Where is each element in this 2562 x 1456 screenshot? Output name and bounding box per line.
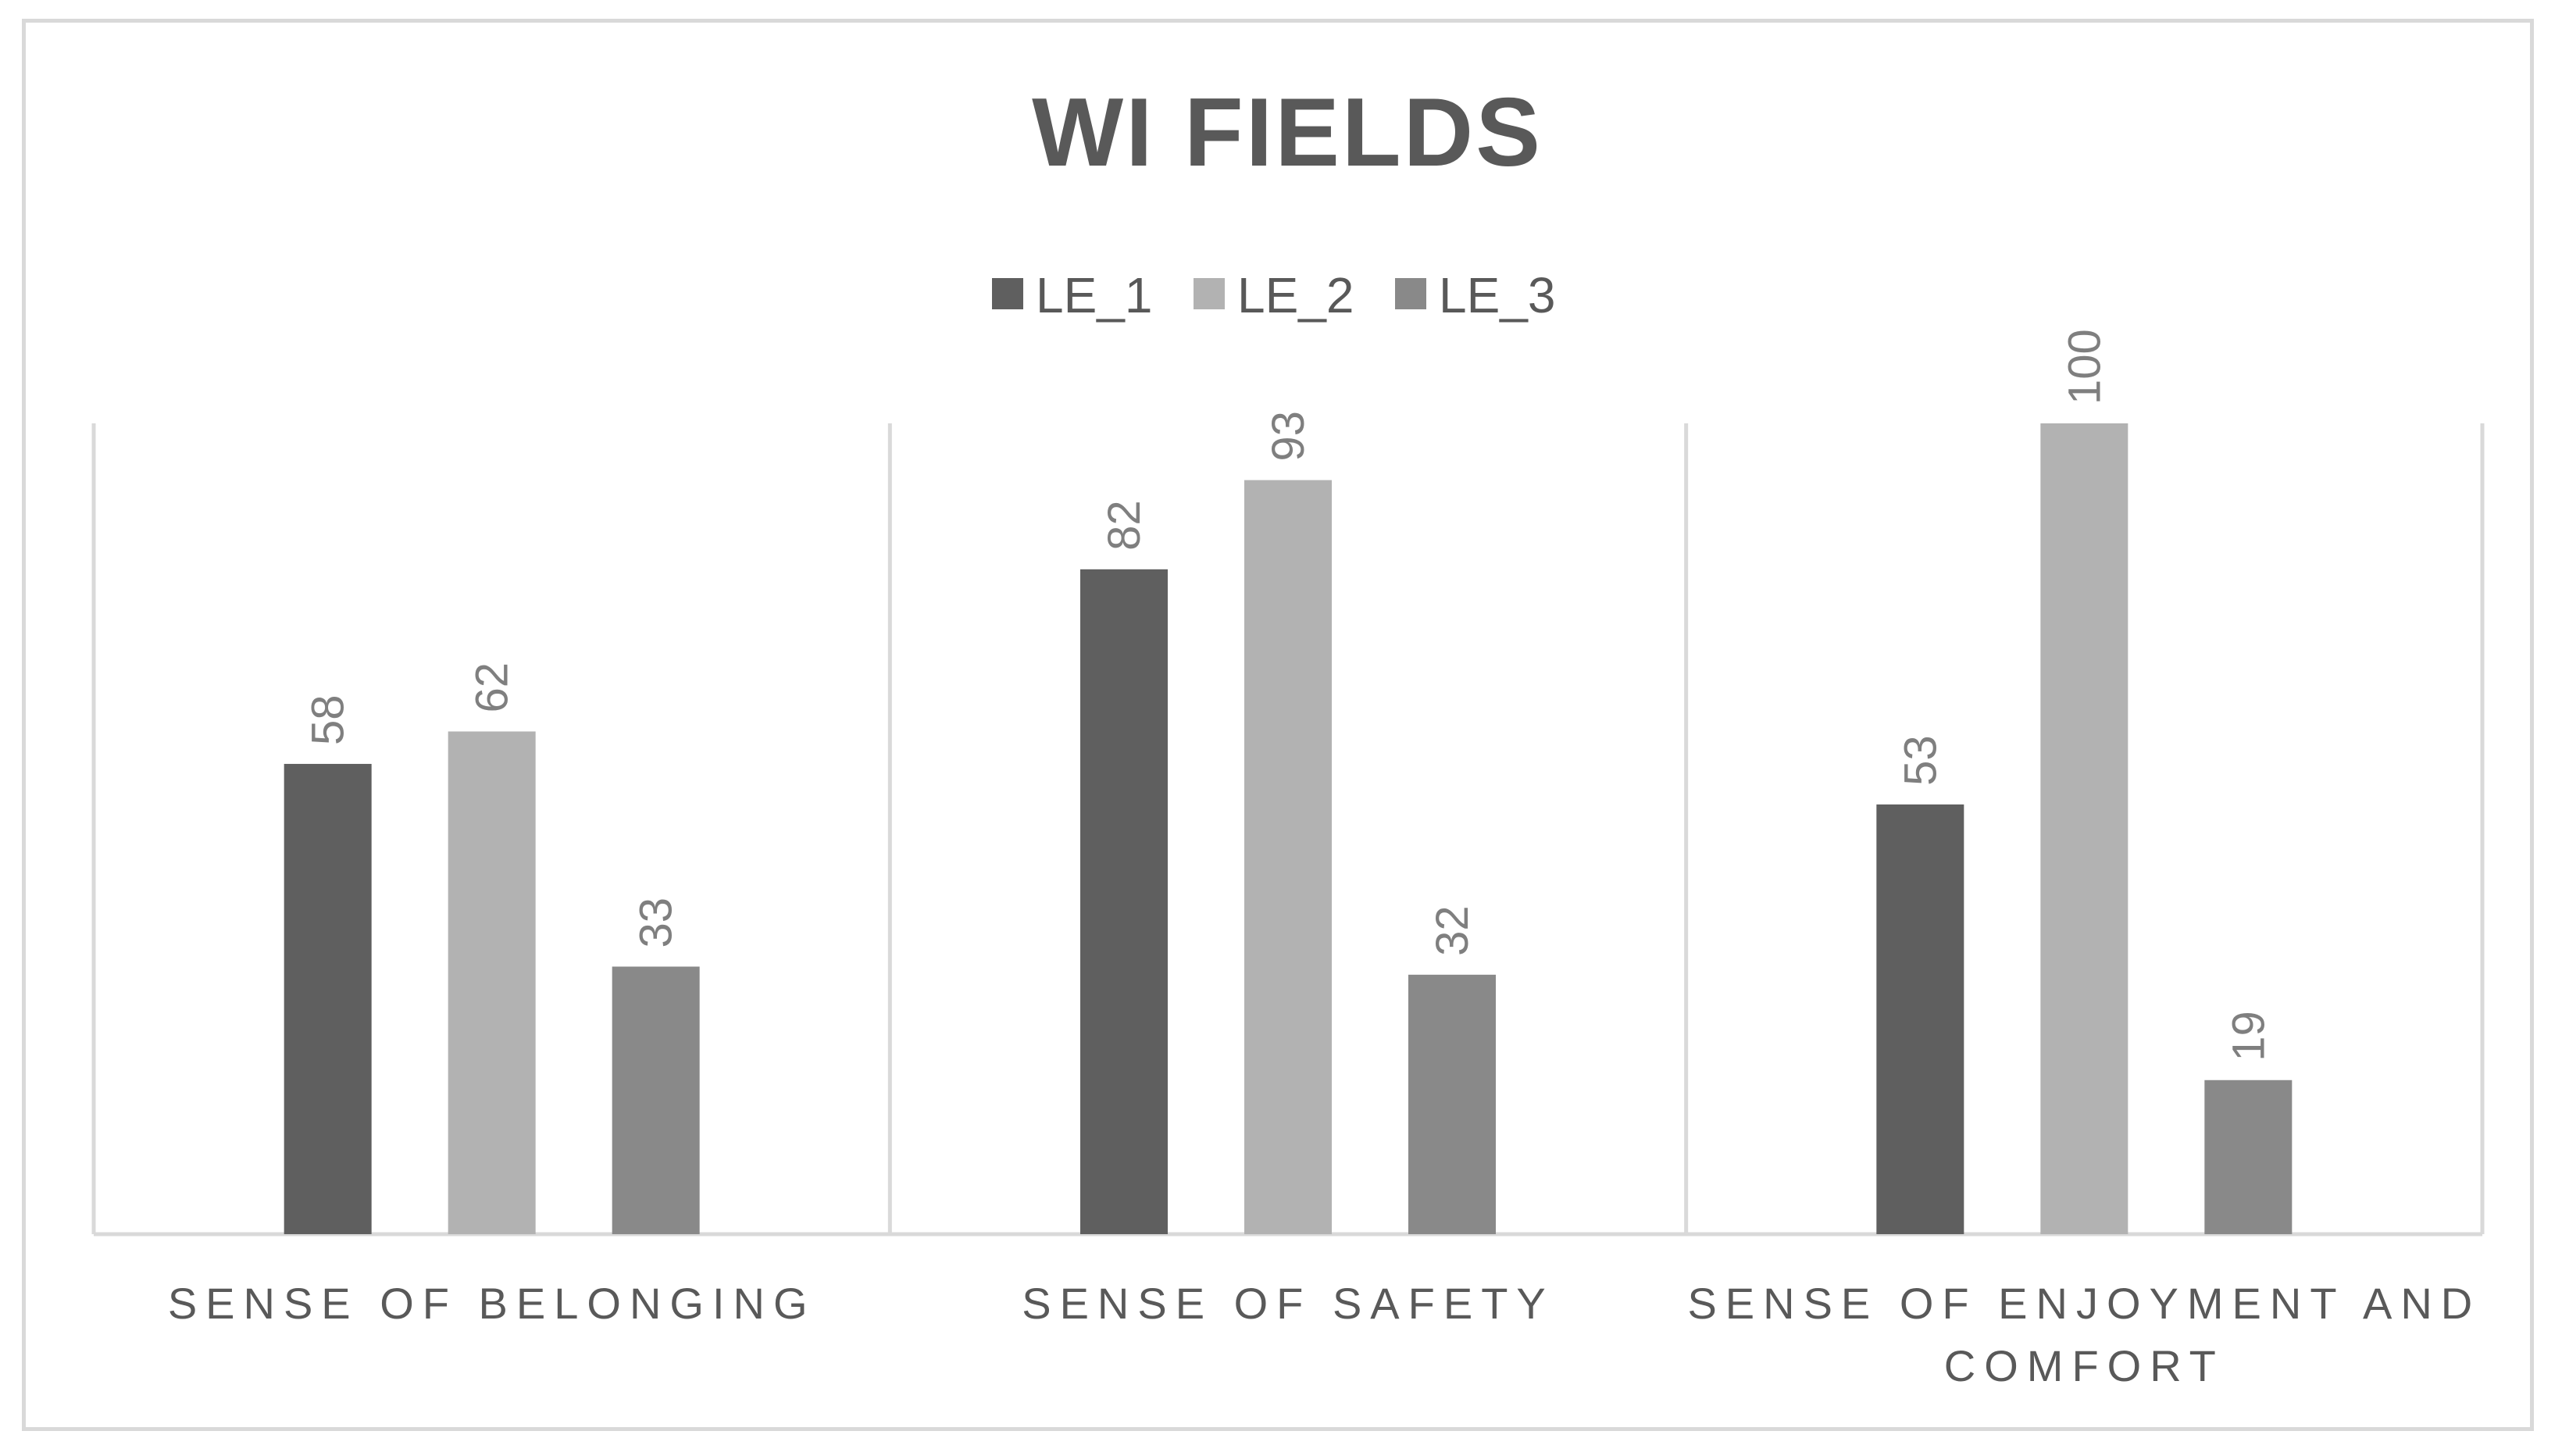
chart-title: WI FIELDS [1032,79,1543,187]
bar-le-2-cat-3 [2040,423,2128,1234]
data-label-le-2-cat-3: 100 [2059,329,2110,405]
data-label-le-3-cat-1: 33 [631,898,682,948]
legend-label-le-1: LE_1 [1036,267,1152,323]
bar-le-1-cat-1 [284,763,372,1234]
bar-le-3-cat-1 [612,966,700,1234]
bar-le-3-cat-2 [1408,974,1496,1234]
data-labels: 58 62 33 82 93 32 53 100 19 [303,329,2275,1062]
data-label-le-1-cat-3: 53 [1895,735,1946,786]
data-label-le-2-cat-1: 62 [467,662,518,713]
legend-label-le-2: LE_2 [1237,267,1354,323]
bars [284,423,2293,1234]
category-label-2: SENSE OF SAFETY [1022,1279,1554,1328]
legend-swatch-le-2 [1194,278,1225,309]
bar-le-2-cat-1 [448,731,536,1234]
legend-swatch-le-1 [992,278,1023,309]
category-labels: SENSE OF BELONGING SENSE OF SAFETY SENSE O… [168,1279,2481,1390]
bar-le-2-cat-2 [1244,480,1332,1234]
data-label-le-1-cat-1: 58 [303,694,354,745]
data-label-le-1-cat-2: 82 [1099,500,1150,551]
legend-swatch-le-3 [1395,278,1426,309]
category-label-3: COMFORT [1944,1341,2225,1390]
legend: LE_1 LE_2 LE_3 [992,267,1555,323]
bar-le-1-cat-2 [1080,569,1168,1234]
bar-le-3-cat-3 [2204,1080,2293,1234]
data-label-le-3-cat-2: 32 [1427,905,1478,956]
category-label-1: SENSE OF BELONGING [168,1279,816,1328]
legend-label-le-3: LE_3 [1439,267,1555,323]
category-label-3: SENSE OF ENJOYMENT AND [1687,1279,2481,1328]
data-label-le-3-cat-3: 19 [2223,1011,2274,1062]
bar-le-1-cat-3 [1876,804,1964,1234]
data-label-le-2-cat-2: 93 [1263,411,1314,462]
